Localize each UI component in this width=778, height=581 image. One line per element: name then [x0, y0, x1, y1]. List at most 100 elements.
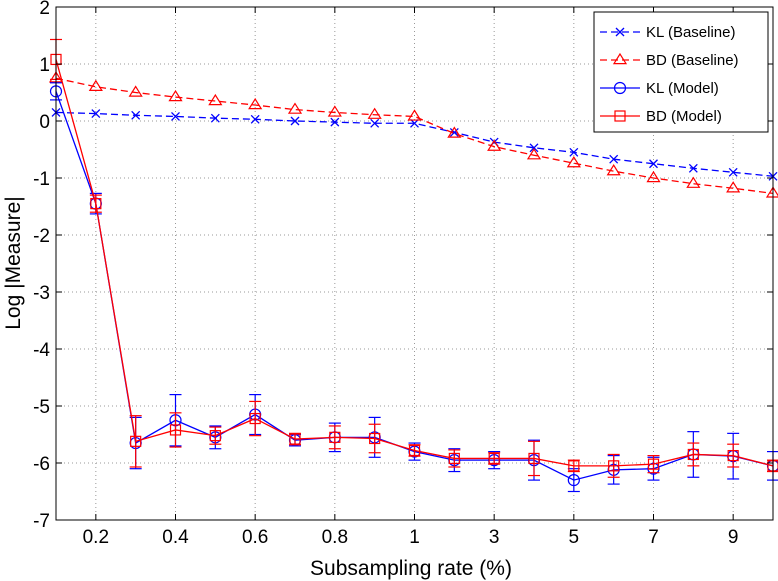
error-bar: [289, 432, 301, 446]
x-stroke: [330, 117, 340, 127]
legend-entry: KL (Baseline): [600, 24, 736, 41]
x-stroke: [688, 163, 698, 173]
data-point: [488, 452, 500, 465]
x-tick-labels: 0.2 0.4 0.6 0.8 1 3 5 7 9: [83, 527, 739, 548]
error-bar: [328, 425, 341, 450]
x-stroke: [609, 154, 619, 164]
data-point: [649, 159, 658, 169]
y-tick-label: 2: [39, 0, 50, 19]
x-tick-label: 9: [728, 527, 739, 548]
data-point: [568, 460, 580, 472]
series-line: [55, 77, 774, 195]
grid: [56, 7, 773, 520]
data-point: [289, 433, 301, 445]
legend-marker: [613, 81, 627, 95]
data-point: [171, 111, 180, 121]
x-stroke: [250, 114, 260, 124]
y-tick-label: -2: [33, 226, 50, 247]
series-bd-baseline: [48, 71, 778, 198]
data-point: [687, 448, 699, 461]
data-point: [566, 156, 581, 168]
error-bar: [249, 400, 262, 437]
legend-label: KL (Baseline): [646, 24, 736, 41]
x-tick-label: 0.6: [242, 527, 268, 548]
x-tick-label: 0.2: [83, 527, 109, 548]
data-point: [688, 163, 698, 173]
x-stroke: [370, 118, 380, 128]
error-bar: [129, 415, 142, 468]
x-stroke: [131, 110, 141, 120]
error-bar: [488, 452, 501, 465]
data-point: [249, 412, 261, 425]
data-point: [128, 85, 143, 97]
data-point: [248, 97, 263, 110]
y-tick-label: 0: [39, 112, 50, 133]
error-bar: [169, 412, 182, 448]
data-point: [91, 109, 101, 119]
y-tick-label: -3: [33, 283, 50, 304]
error-bar: [687, 442, 700, 467]
data-point: [408, 444, 421, 457]
data-point: [647, 458, 660, 470]
error-bar: [368, 423, 381, 454]
data-point: [90, 198, 102, 210]
x-tick-label: 0.4: [162, 527, 189, 548]
data-point: [250, 114, 260, 124]
x-stroke: [210, 113, 220, 123]
legend-marker: [612, 52, 628, 65]
y-tick-label: 1: [39, 55, 50, 76]
x-stroke: [449, 127, 459, 137]
data-point: [330, 117, 340, 127]
data-point: [287, 102, 303, 114]
data-point: [209, 430, 221, 442]
data-point: [567, 474, 580, 487]
x-tick-label: 7: [648, 527, 659, 548]
data-point: [367, 107, 382, 119]
data-point: [529, 143, 539, 153]
error-bar: [448, 449, 461, 468]
data-point: [447, 126, 462, 138]
data-point: [528, 452, 540, 465]
y-tick-label: -4: [33, 340, 50, 361]
error-bar: [408, 444, 421, 457]
data-point: [608, 460, 620, 472]
data-point: [169, 424, 182, 436]
x-stroke: [290, 116, 300, 126]
legend-label: BD (Model): [646, 108, 722, 125]
data-point: [327, 105, 342, 117]
x-stroke: [171, 111, 180, 121]
legend-marker: [615, 27, 625, 37]
data-point: [290, 116, 300, 126]
x-tick-label: 5: [569, 527, 580, 548]
y-axis-label: Log |Measure|: [2, 196, 25, 330]
data-point: [609, 154, 619, 164]
legend-entry: BD (Model): [600, 108, 722, 125]
data-point: [727, 449, 739, 462]
x-stroke: [569, 147, 579, 157]
error-bar: [647, 454, 660, 474]
x-tick-label: 1: [409, 527, 420, 548]
x-stroke: [649, 159, 658, 169]
data-point: [168, 89, 183, 102]
data-point: [369, 432, 381, 445]
data-point: [208, 93, 223, 106]
data-point: [329, 431, 341, 443]
data-point: [487, 139, 502, 151]
y-tick-label: -1: [33, 169, 50, 190]
data-point: [686, 176, 701, 188]
legend-label: KL (Model): [646, 80, 719, 97]
legend: KL (Baseline) BD (Baseline) KL (Model) BD (…: [593, 11, 769, 133]
data-point: [210, 113, 220, 123]
data-point: [728, 167, 738, 177]
x-stroke: [728, 167, 738, 177]
y-tick-label: -6: [33, 454, 50, 475]
legend-entry: BD (Baseline): [600, 52, 739, 69]
x-stroke: [91, 109, 101, 119]
data-point: [88, 79, 103, 92]
error-bar: [567, 459, 580, 473]
data-point: [407, 109, 422, 121]
x-tick-label: 0.8: [322, 527, 348, 548]
data-point: [646, 170, 661, 183]
data-point: [569, 147, 579, 157]
